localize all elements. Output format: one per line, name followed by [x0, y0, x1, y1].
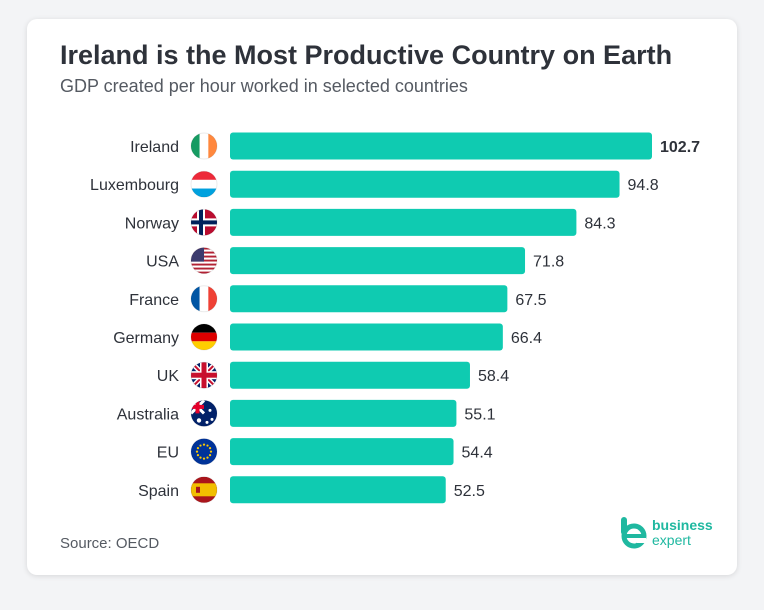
category-label-luxembourg: Luxembourg: [90, 177, 179, 194]
value-label-germany: 66.4: [511, 330, 542, 347]
bar-eu: [230, 438, 454, 466]
value-label-uk: 58.4: [478, 368, 509, 385]
brand-line-2: expert: [652, 532, 691, 548]
bar-spain: [230, 476, 446, 504]
norway-flag-icon: [190, 208, 218, 236]
bar-norway: [230, 208, 577, 236]
chart-title: Ireland is the Most Productive Country o…: [60, 40, 673, 70]
usa-flag-icon: [190, 247, 218, 275]
value-label-ireland: 102.7: [660, 139, 700, 156]
category-label-australia: Australia: [117, 406, 179, 423]
bar-france: [230, 285, 508, 313]
germany-flag-icon: [190, 323, 218, 351]
value-label-luxembourg: 94.8: [628, 177, 659, 194]
bar-australia: [230, 399, 457, 427]
chart-subtitle: GDP created per hour worked in selected …: [60, 76, 468, 96]
australia-flag-icon: [190, 399, 218, 427]
category-label-ireland: Ireland: [130, 139, 179, 156]
value-label-australia: 55.1: [464, 406, 495, 423]
business-expert-logo-icon: [621, 517, 647, 549]
spain-flag-icon: [190, 476, 218, 504]
bar-ireland: [230, 132, 652, 160]
value-label-usa: 71.8: [533, 254, 564, 271]
ireland-flag-icon: [190, 132, 218, 160]
value-label-norway: 84.3: [584, 215, 615, 232]
category-label-germany: Germany: [113, 330, 179, 347]
eu-flag-icon: [190, 438, 218, 466]
france-flag-icon: [190, 285, 218, 313]
category-label-usa: USA: [146, 254, 179, 271]
category-label-eu: EU: [157, 445, 179, 462]
brand-line-1: business: [652, 517, 713, 533]
uk-flag-icon: [190, 361, 218, 389]
category-label-norway: Norway: [125, 215, 179, 232]
business-expert-logo: business expert: [620, 515, 730, 555]
luxembourg-flag-icon: [190, 170, 218, 198]
value-label-france: 67.5: [515, 292, 546, 309]
bar-luxembourg: [230, 170, 620, 198]
source-note: Source: OECD: [60, 535, 160, 552]
brand-text: business expert: [652, 518, 713, 548]
category-label-uk: UK: [157, 368, 180, 385]
bar-usa: [230, 247, 526, 275]
category-label-france: France: [129, 292, 179, 309]
bar-germany: [230, 323, 503, 351]
category-label-spain: Spain: [138, 483, 179, 500]
value-label-eu: 54.4: [462, 445, 493, 462]
bar-uk: [230, 361, 470, 389]
value-label-spain: 52.5: [454, 483, 485, 500]
